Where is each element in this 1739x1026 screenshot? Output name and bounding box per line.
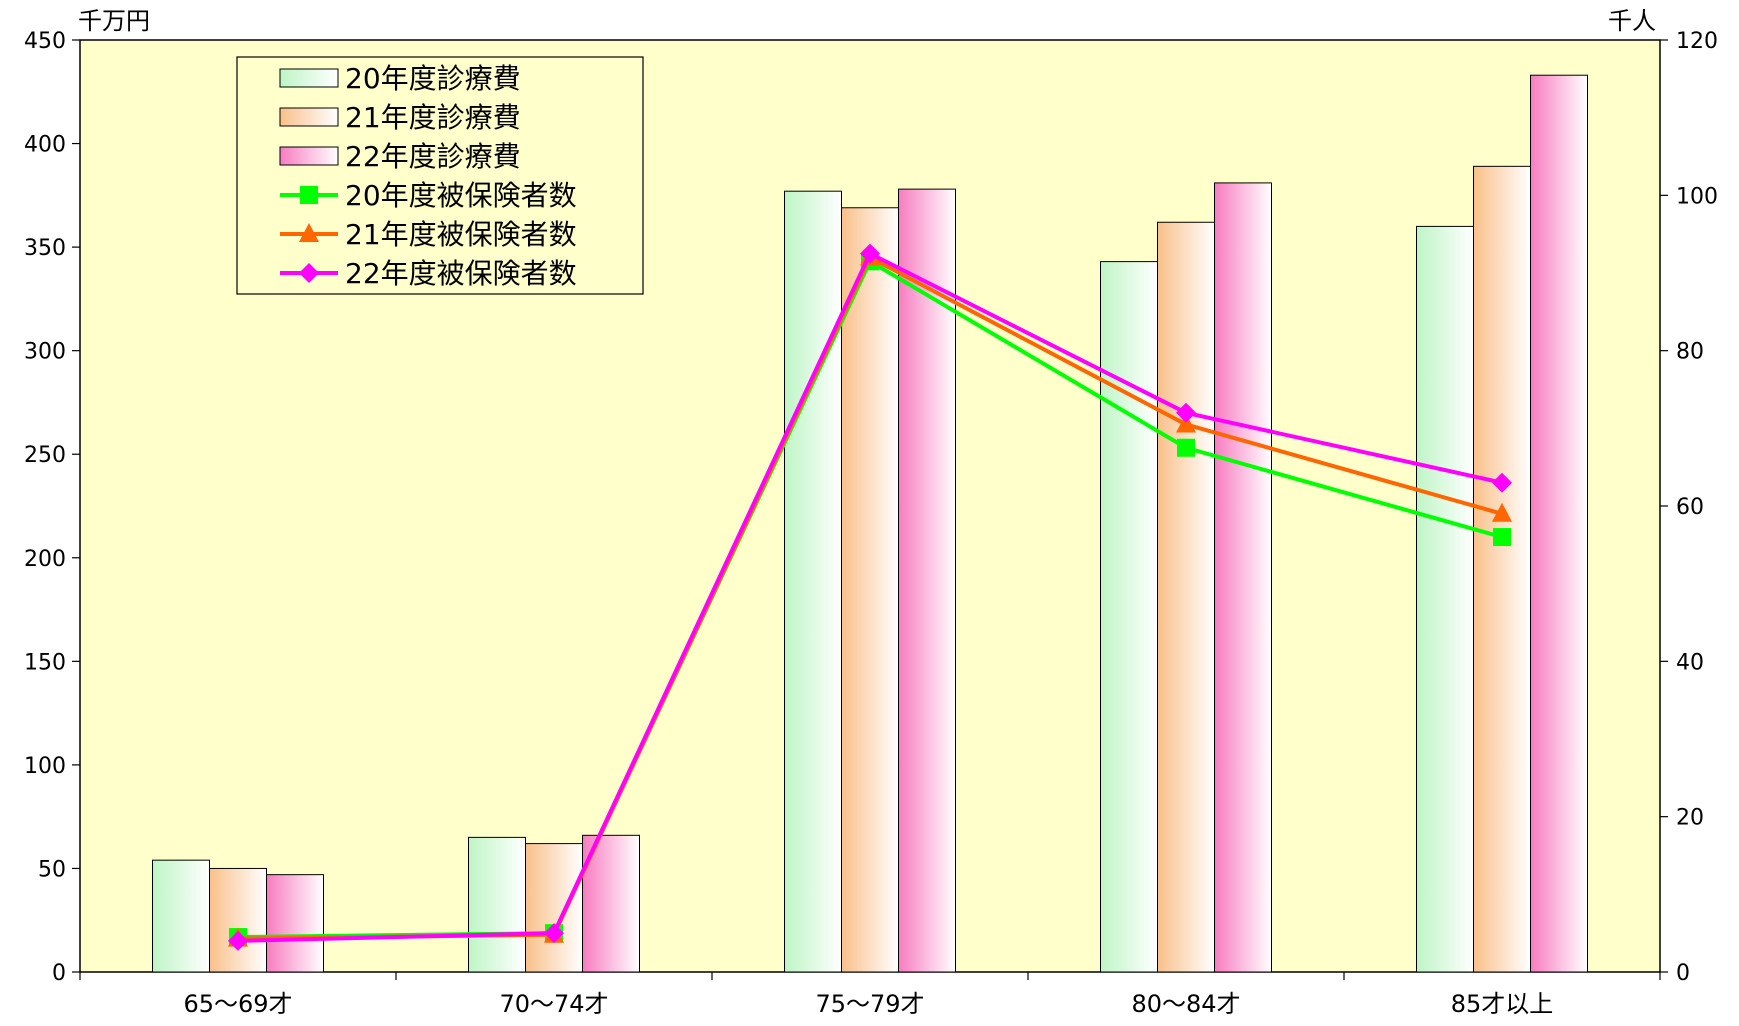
left-tick-label: 450 [24,29,66,54]
bar-3-5 [1530,74,1588,973]
legend: 20年度診療費 21年度診療費 22年度診療費 20年度被保険者数 21年度被保険者数 2… [236,56,644,295]
left-tick-label: 150 [24,650,66,675]
right-tick-label: 60 [1676,495,1704,520]
x-tick-label: 70～74才 [499,990,608,1018]
line-point-1-5 [1493,528,1511,547]
legend-label: 21年度被保険者数 [345,218,577,251]
right-axis-unit: 千人 [1608,7,1656,35]
bar-2-5 [1473,165,1531,973]
bar-3-4 [1214,182,1272,973]
right-tick-label: 0 [1676,961,1690,986]
legend-label: 20年度被保険者数 [345,179,577,212]
left-tick-label: 50 [38,857,66,882]
left-tick-label: 250 [24,443,66,468]
right-tick-label: 20 [1676,806,1704,831]
bar-2-3 [841,207,899,973]
x-tick-label: 75～79才 [815,990,924,1018]
x-tick-label: 80～84才 [1131,990,1240,1018]
bar-1-4 [1100,261,1158,973]
line-point-2-5 [1492,502,1512,522]
legend-marker-2 [299,223,319,242]
bar-1-2 [468,836,526,973]
left-tick-label: 0 [52,961,66,986]
bar-1-3 [784,190,842,973]
line-point-3-5 [1492,472,1512,493]
left-tick-label: 400 [24,133,66,158]
bar-1-1 [152,859,210,973]
bar-2-2 [525,843,583,973]
legend-marker-1 [300,186,318,204]
legend-swatch-bar-3 [279,146,339,166]
bar-2-4 [1157,221,1215,973]
x-tick-label: 65～69才 [183,990,292,1018]
bar-3-3 [898,188,956,973]
line-point-3-4 [1176,402,1196,423]
left-tick-label: 300 [24,340,66,365]
legend-marker-3 [299,263,319,283]
right-tick-label: 100 [1676,184,1718,209]
legend-label: 22年度被保険者数 [345,257,577,290]
right-tick-label: 120 [1676,29,1718,54]
bar-2-1 [209,867,267,973]
left-tick-label: 100 [24,754,66,779]
left-axis-unit: 千万円 [78,7,150,35]
legend-label: 21年度診療費 [345,101,521,134]
x-tick-label: 85才以上 [1451,990,1554,1018]
bar-3-1 [266,874,324,973]
legend-label: 20年度診療費 [345,62,521,95]
left-tick-label: 200 [24,547,66,572]
line-point-2-4 [1176,413,1196,433]
legend-box [236,56,644,295]
legend-swatch-bar-1 [279,68,339,88]
bar-3-2 [582,834,640,973]
legend-label: 22年度診療費 [345,140,521,173]
line-point-3-1 [228,930,248,951]
left-tick-label: 350 [24,236,66,261]
line-point-3-3 [860,243,880,264]
line-point-1-4 [1177,438,1195,457]
legend-swatch-bar-2 [279,107,339,127]
right-tick-label: 40 [1676,650,1704,675]
line-point-3-2 [544,923,564,944]
right-tick-label: 80 [1676,340,1704,365]
bar-1-5 [1416,225,1474,973]
